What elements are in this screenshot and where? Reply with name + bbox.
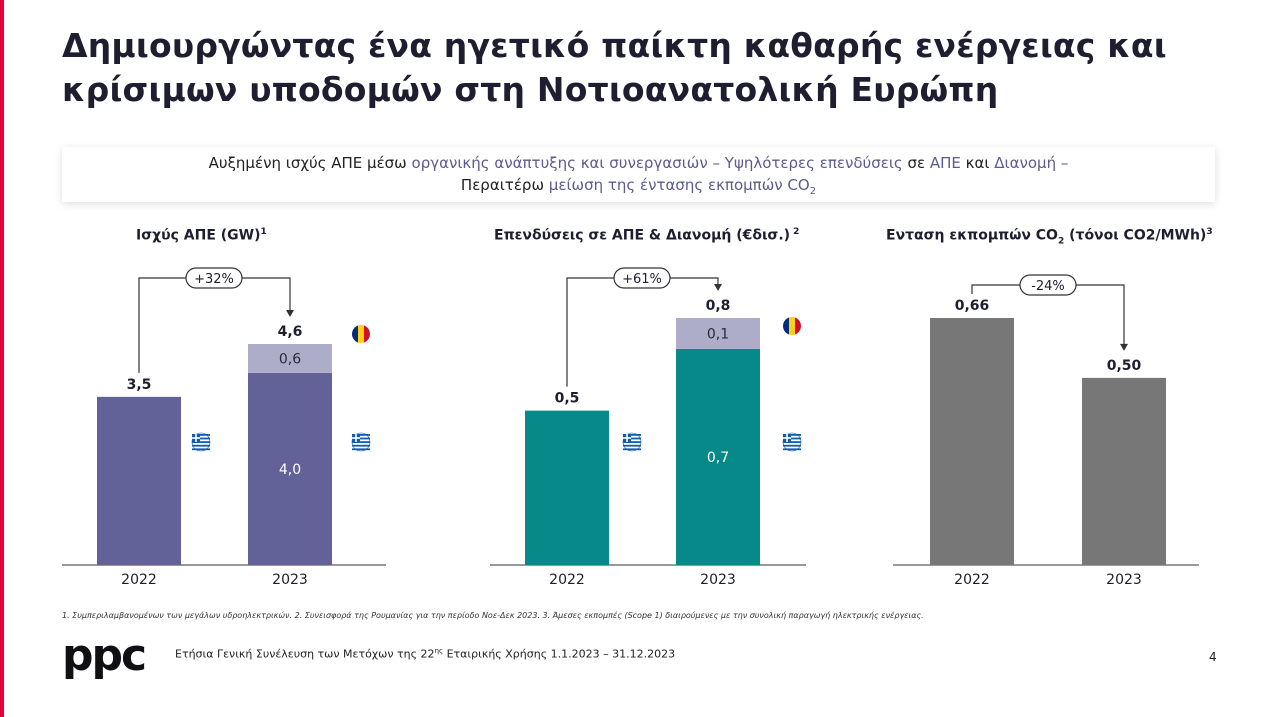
- footer-text-a: Ετήσια Γενική Συνέλευση των Μετόχων της …: [175, 647, 435, 661]
- chart1-bar-2023-greece: [248, 372, 332, 565]
- chart1-change-arrowhead: [286, 310, 294, 317]
- panel-title-investments-text: Επενδύσεις σε ΑΠΕ & Διανομή (€δισ.): [494, 227, 791, 244]
- chart2-segment-label-2023-1: 0,1: [707, 326, 729, 342]
- panel-title-capacity-sup: 1: [260, 227, 267, 237]
- chart2-greece-flag-2023-icon: [782, 432, 802, 452]
- accent-bar: [0, 0, 4, 717]
- subtitle-highlight-3: Διανομή –: [994, 154, 1069, 172]
- subtitle-text-4: Περαιτέρω: [460, 176, 549, 194]
- chart2-romania-flag-icon: [783, 317, 801, 335]
- panel-title-emissions-text-b: (τόνοι CO2/MWh): [1064, 227, 1207, 244]
- panel-title-emissions-sup: 3: [1206, 227, 1213, 237]
- footer-text-b: Εταιρικής Χρήσης 1.1.2023 – 31.12.2023: [443, 647, 676, 661]
- panel-title-emissions-sub: 2: [1057, 236, 1065, 247]
- panel-title-capacity: Ισχύς ΑΠΕ (GW)1: [136, 227, 267, 244]
- chart1-total-label-2022: 3,5: [127, 377, 152, 393]
- chart2-bar-2022-greece: [525, 410, 609, 565]
- page-number: 4: [1209, 650, 1217, 664]
- chart2-change-pill: [613, 267, 671, 289]
- chart2-bar-2023-greece: [676, 348, 760, 565]
- panel-title-capacity-text: Ισχύς ΑΠΕ (GW): [136, 227, 261, 244]
- chart2-tick-label-2022: 2022: [549, 572, 585, 588]
- subtitle-highlight-1: οργανικής ανάπτυξης και συνεργασιών – Υψ…: [411, 154, 903, 172]
- chart1-greece-flag-2023-icon: [351, 432, 371, 452]
- subtitle-highlight-4: μείωση της έντασης εκπομπών CO: [548, 176, 810, 194]
- subtitle-subscript: 2: [809, 186, 817, 197]
- panel-title-investments: Επενδύσεις σε ΑΠΕ & Διανομή (€δισ.) 2: [494, 227, 799, 244]
- panel-title-emissions-text-a: Ενταση εκπομπών CO: [886, 227, 1058, 244]
- chart3-total-label-2023: 0,50: [1107, 358, 1142, 374]
- chart1-change-pill: [185, 267, 243, 289]
- chart2-bar-2023-romania: [676, 318, 760, 349]
- panel-title-investments-sup: 2: [790, 227, 800, 237]
- panel-title-emissions: Ενταση εκπομπών CO2 (τόνοι CO2/MWh)3: [886, 227, 1213, 246]
- chart2-greece-flag-2022-icon: [622, 432, 642, 452]
- chart1-tick-label-2022: 2022: [121, 572, 157, 588]
- footer-text: Ετήσια Γενική Συνέλευση των Μετόχων της …: [175, 647, 675, 661]
- chart1-tick-label-2023: 2023: [272, 572, 308, 588]
- subtitle-highlight-2: ΑΠΕ: [929, 154, 961, 172]
- page-title: Δημιουργώντας ένα ηγετικό παίκτη καθαρής…: [62, 26, 1167, 109]
- chart1-total-label-2023: 4,6: [278, 324, 303, 340]
- chart3-tick-label-2023: 2023: [1106, 572, 1142, 588]
- chart1-change-label: +32%: [194, 272, 234, 287]
- chart3-change-pill: [1019, 274, 1077, 296]
- subtitle-text-2: σε: [902, 154, 930, 172]
- chart3-change-label: -24%: [1031, 279, 1065, 294]
- chart2-segment-label-2023-0: 0,7: [707, 450, 729, 466]
- chart2-total-label-2023: 0,8: [706, 298, 731, 314]
- footer-sup: ης: [434, 647, 444, 655]
- chart3-change-arrowhead: [1120, 343, 1128, 351]
- subtitle-text-3: και: [960, 154, 995, 172]
- chart3-total-label-2022: 0,66: [955, 298, 990, 314]
- chart3-tick-label-2022: 2022: [954, 572, 990, 588]
- ppc-logo: ppc: [62, 630, 147, 681]
- chart1-segment-label-2023-1: 0,6: [279, 351, 301, 367]
- chart1-bar-2023-romania: [248, 344, 332, 373]
- chart1-romania-flag-icon: [352, 325, 370, 343]
- chart2-tick-label-2023: 2023: [700, 572, 736, 588]
- chart3-bar-2023: [1082, 377, 1166, 565]
- chart1-greece-flag-2022-icon: [191, 432, 211, 452]
- chart1-segment-label-2023-0: 4,0: [279, 462, 301, 478]
- subtitle-text-1: Αυξημένη ισχύς ΑΠΕ μέσω: [208, 154, 412, 172]
- chart3-bar-2022: [930, 318, 1014, 565]
- chart2-change-arrowhead: [714, 284, 722, 291]
- chart1-bar-2022-greece: [97, 396, 181, 565]
- chart2-total-label-2022: 0,5: [555, 391, 580, 407]
- footnote: 1. Συμπεριλαμβανομένων των μεγάλων υδροη…: [62, 611, 924, 620]
- chart2-change-label: +61%: [622, 272, 662, 287]
- subtitle-box: Αυξημένη ισχύς ΑΠΕ μέσω οργανικής ανάπτυ…: [62, 147, 1215, 202]
